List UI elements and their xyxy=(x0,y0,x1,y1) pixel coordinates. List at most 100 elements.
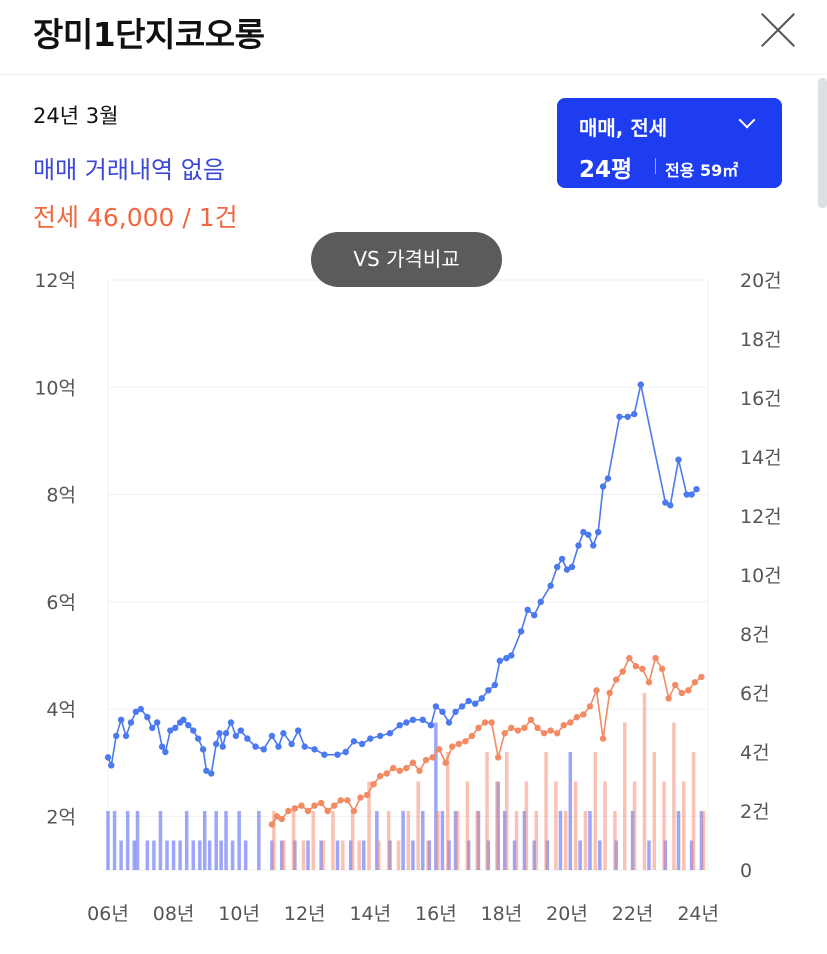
header: 장미1단지코오롱 xyxy=(0,0,827,75)
rent-volume-bar xyxy=(642,693,647,870)
sale-price-point xyxy=(439,708,446,715)
sale-volume-bar xyxy=(421,811,425,870)
rent-price-point xyxy=(449,743,456,750)
rent-price-point xyxy=(494,754,502,761)
sale-price-point xyxy=(127,719,135,726)
sale-volume-bar xyxy=(568,752,573,870)
sale-volume-bar xyxy=(191,840,195,870)
sale-price-point xyxy=(547,582,554,589)
rent-volume-bar xyxy=(495,781,499,870)
y-right-tick-label: 10건 xyxy=(740,565,782,587)
vs-compare-button[interactable]: VS 가격비교 xyxy=(311,232,502,287)
rent-price-point xyxy=(619,668,626,675)
sale-volume-bar xyxy=(280,840,284,870)
y-right-tick-label: 12건 xyxy=(740,506,782,528)
sale-price-point xyxy=(445,719,453,726)
rent-price-point xyxy=(370,780,377,788)
rent-price-point xyxy=(455,740,463,748)
rent-price-point xyxy=(350,807,358,815)
rent-price-point xyxy=(475,724,482,732)
rent-price-point xyxy=(540,730,548,737)
sale-price-point xyxy=(427,721,435,729)
rent-price-point xyxy=(468,732,476,740)
sale-volume-bar xyxy=(202,811,207,870)
sale-price-point xyxy=(563,566,571,573)
sale-volume-bar xyxy=(112,811,117,870)
x-tick-label: 24년 xyxy=(677,903,719,925)
price-lines xyxy=(104,381,705,828)
sale-volume-bar xyxy=(119,840,123,870)
sale-price-point xyxy=(491,681,499,689)
rent-volume-bar xyxy=(534,811,538,870)
sale-price-point xyxy=(172,724,179,732)
sale-price-point xyxy=(301,743,308,750)
sale-volume-bar xyxy=(588,811,592,870)
rent-price-point xyxy=(409,759,417,766)
sale-price-point xyxy=(244,735,251,742)
x-tick-label: 22년 xyxy=(612,903,654,925)
sale-price-point xyxy=(594,528,602,536)
sale-price-point xyxy=(180,716,187,724)
filter-dropdown-button[interactable]: 매매, 전세 24평 전용 59㎡ xyxy=(557,98,782,188)
sale-price-point xyxy=(558,555,566,563)
sale-price-point xyxy=(662,499,669,506)
sale-volume-bar xyxy=(453,811,458,870)
sale-price-point xyxy=(144,713,151,721)
sale-price-point xyxy=(419,716,426,724)
sale-price-point xyxy=(358,740,366,748)
rent-price-point xyxy=(396,767,404,774)
rent-price-point xyxy=(403,764,410,772)
rent-price-point xyxy=(304,807,312,815)
y-right-tick-label: 0 xyxy=(740,860,752,882)
sale-volume-bar xyxy=(106,811,110,870)
y-left-tick-label: 6억 xyxy=(46,592,76,614)
sale-price-point xyxy=(631,410,638,418)
x-tick-label: 20년 xyxy=(546,903,588,925)
y-right-tick-label: 4건 xyxy=(740,742,770,764)
sale-volume-bar xyxy=(699,811,704,870)
sale-price-point xyxy=(517,628,525,635)
rent-price-point xyxy=(278,815,285,823)
sale-price-point xyxy=(294,727,302,734)
sale-price-point xyxy=(219,743,226,750)
rent-price-point xyxy=(567,719,574,726)
sale-price-point xyxy=(478,695,485,702)
sale-volume-bar xyxy=(214,811,218,870)
rent-price-point xyxy=(553,730,561,737)
rent-price-point xyxy=(508,724,515,732)
sale-price-point xyxy=(227,719,235,726)
sale-price-point xyxy=(458,703,466,710)
rent-price-point xyxy=(435,746,443,753)
sale-price-point xyxy=(590,542,597,549)
sale-price-point xyxy=(162,748,169,756)
rent-volume-bar xyxy=(662,781,666,870)
sale-volume-bar xyxy=(207,840,212,870)
sale-price-point xyxy=(432,703,440,710)
sale-volume-bar xyxy=(243,840,248,870)
rent-volume-bar xyxy=(485,752,489,870)
sale-price-point xyxy=(531,612,538,619)
sale-price-point xyxy=(496,657,504,665)
sale-price-point xyxy=(524,606,531,614)
y-right-tick-label: 16건 xyxy=(740,388,782,410)
rent-volume-bar xyxy=(445,752,450,870)
sale-price-point xyxy=(158,743,166,750)
sale-price-point xyxy=(580,528,587,536)
sale-volume-bar xyxy=(401,811,405,870)
scrollbar[interactable] xyxy=(818,78,827,208)
sale-volume-bar xyxy=(578,840,582,870)
sale-price-point xyxy=(508,652,515,659)
sale-price-point xyxy=(311,746,318,753)
rent-price-point xyxy=(390,764,397,772)
sale-volume-bar xyxy=(502,811,507,870)
sale-price-point xyxy=(367,735,374,742)
rent-price-point xyxy=(672,681,679,689)
sale-volume-bar xyxy=(171,840,176,870)
sale-price-point xyxy=(342,748,349,756)
sale-price-point xyxy=(132,708,140,715)
rent-price-point xyxy=(422,756,430,764)
axis-ticks: 2억 4억 6억 8억 10억 12억 0 2건 4건 6건 8건 10건 12건 14건 16건 18건 20… xyxy=(34,270,781,925)
sale-volume-bar xyxy=(270,840,274,870)
sale-price-point xyxy=(237,727,244,734)
